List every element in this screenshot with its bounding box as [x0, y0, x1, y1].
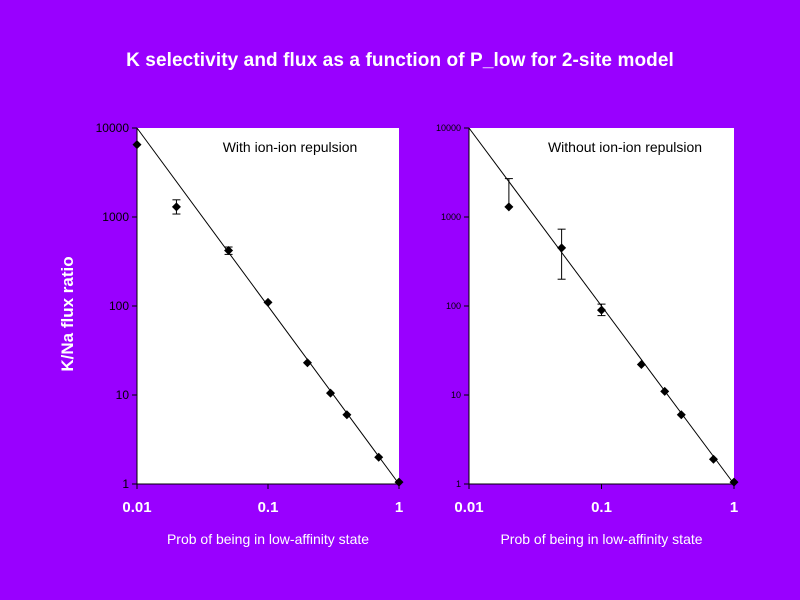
y-tick-label: 1000	[102, 210, 129, 224]
data-point	[557, 243, 567, 253]
x-axis-label: Prob of being in low-affinity state	[500, 531, 702, 547]
x-tick-label: 1	[730, 499, 738, 516]
data-point	[676, 410, 686, 420]
slide-title: K selectivity and flux as a function of …	[126, 50, 674, 71]
y-tick-label: 1	[456, 479, 461, 489]
x-tick-label: 0.1	[591, 499, 612, 516]
x-tick-label: 0.1	[258, 499, 279, 516]
chart-annotation: Without ion-ion repulsion	[548, 139, 702, 155]
y-tick-label: 1000	[441, 212, 461, 222]
data-point	[504, 202, 514, 212]
data-point	[597, 305, 606, 315]
data-point	[729, 477, 739, 487]
data-point	[636, 360, 646, 370]
data-point	[263, 297, 273, 307]
y-tick-label: 1	[122, 477, 129, 491]
data-point	[302, 358, 312, 368]
data-point	[374, 452, 384, 462]
chart-annotation: With ion-ion repulsion	[223, 139, 358, 155]
data-point	[224, 246, 234, 256]
y-tick-label: 100	[109, 299, 129, 313]
data-point	[171, 202, 181, 212]
x-axis-label: Prob of being in low-affinity state	[167, 531, 369, 547]
x-tick-label: 1	[395, 499, 403, 516]
y-tick-label: 100	[446, 301, 461, 311]
data-point	[342, 410, 352, 420]
y-tick-label: 10000	[436, 123, 461, 133]
y-tick-label: 10000	[96, 121, 130, 135]
y-tick-label: 10	[116, 388, 130, 402]
data-point	[132, 140, 142, 150]
data-point	[326, 388, 336, 398]
y-tick-label: 10	[451, 390, 461, 400]
data-point	[660, 386, 670, 396]
x-tick-label: 0.01	[454, 499, 483, 516]
data-point	[708, 454, 718, 464]
data-point	[394, 477, 404, 487]
x-tick-label: 0.01	[122, 499, 151, 516]
